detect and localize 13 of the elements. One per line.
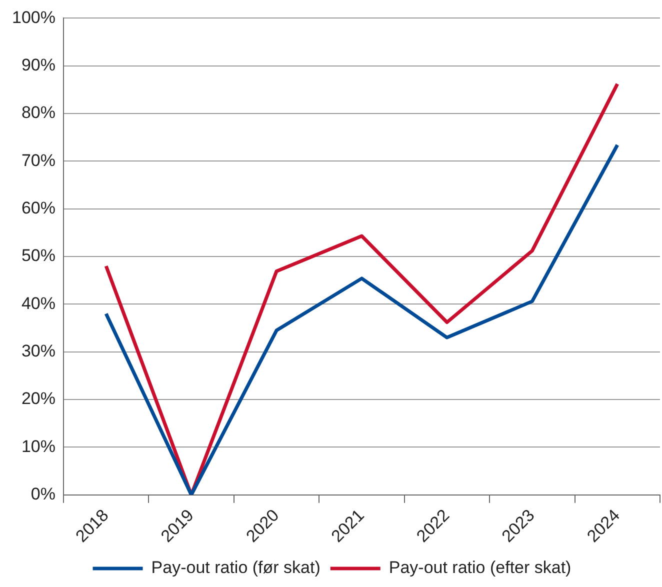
y-tick-label: 100% [12,8,56,27]
legend-label: Pay-out ratio (før skat) [151,558,320,578]
y-tick-label: 50% [21,246,56,266]
y-tick-label: 10% [21,436,56,456]
y-tick-label: 90% [21,56,56,75]
y-tick-label: 60% [21,198,56,218]
y-tick-label: 40% [21,294,56,313]
legend-label: Pay-out ratio (efter skat) [388,558,572,578]
y-tick-label: 80% [21,103,56,122]
y-tick-label: 20% [21,389,56,408]
y-tick-label: 70% [21,150,56,170]
y-tick-label: 30% [21,342,56,361]
y-tick-label: 0% [30,484,56,504]
